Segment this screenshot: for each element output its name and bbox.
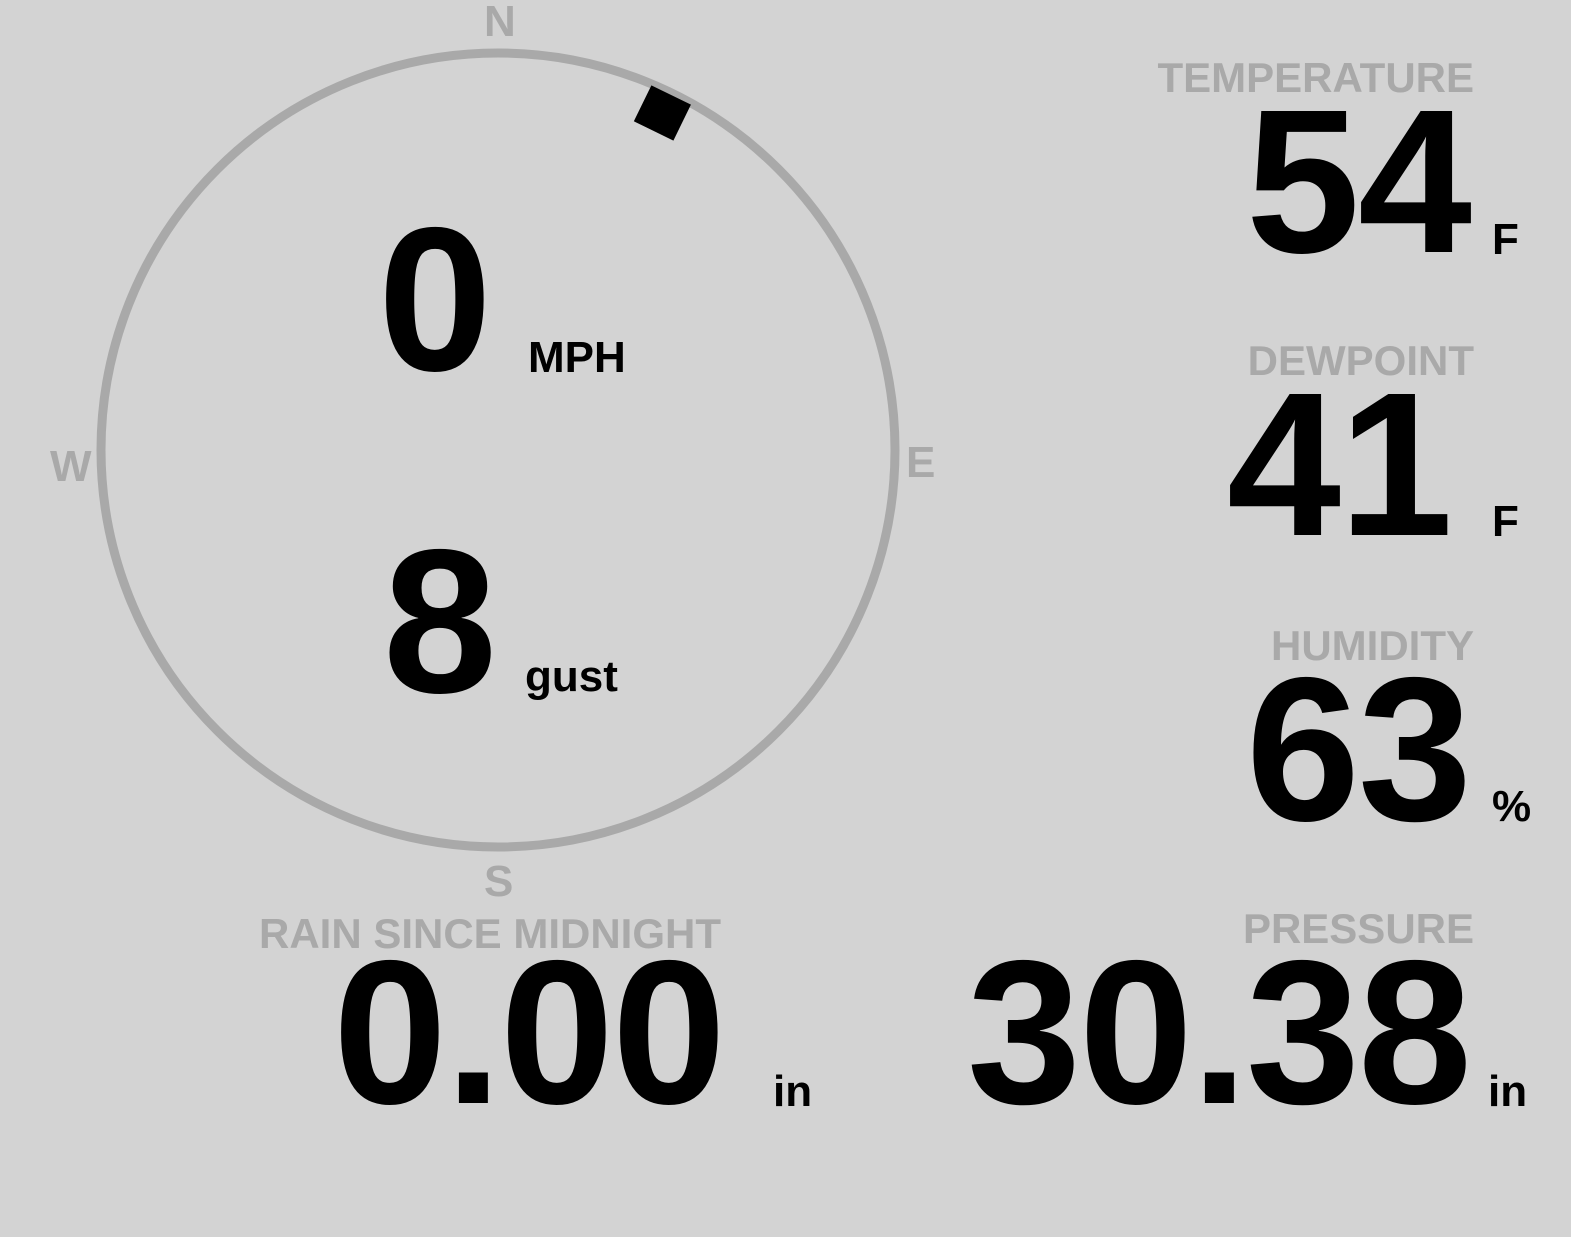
humidity-unit: % xyxy=(1492,782,1532,831)
wind-speed-unit: MPH xyxy=(528,333,626,382)
pressure-value: 30.38 xyxy=(966,918,1472,1147)
temperature-unit: F xyxy=(1492,215,1519,264)
compass-north-label: N xyxy=(484,0,516,46)
compass-west-label: W xyxy=(50,442,92,491)
humidity-value: 63 xyxy=(1245,635,1472,864)
wind-speed-value: 0 xyxy=(378,185,492,414)
wind-gust-value: 8 xyxy=(383,507,497,736)
rain-value: 0.00 xyxy=(333,918,726,1147)
rain-unit: in xyxy=(773,1067,813,1116)
humidity-label: HUMIDITY xyxy=(1271,622,1474,669)
rain-label: RAIN SINCE MIDNIGHT xyxy=(259,910,721,957)
pressure-unit: in xyxy=(1488,1067,1528,1116)
temperature-label: TEMPERATURE xyxy=(1157,54,1474,101)
compass-east-label: E xyxy=(906,438,936,487)
pressure-label: PRESSURE xyxy=(1242,905,1474,952)
dewpoint-label: DEWPOINT xyxy=(1247,337,1474,384)
dewpoint-unit: F xyxy=(1492,497,1519,546)
compass-ring xyxy=(96,48,900,852)
wind-direction-marker xyxy=(633,85,691,141)
temperature-value: 54 xyxy=(1245,67,1472,296)
compass-south-label: S xyxy=(484,857,514,906)
dewpoint-value: 41 xyxy=(1226,350,1453,579)
wind-gust-unit: gust xyxy=(525,652,618,701)
